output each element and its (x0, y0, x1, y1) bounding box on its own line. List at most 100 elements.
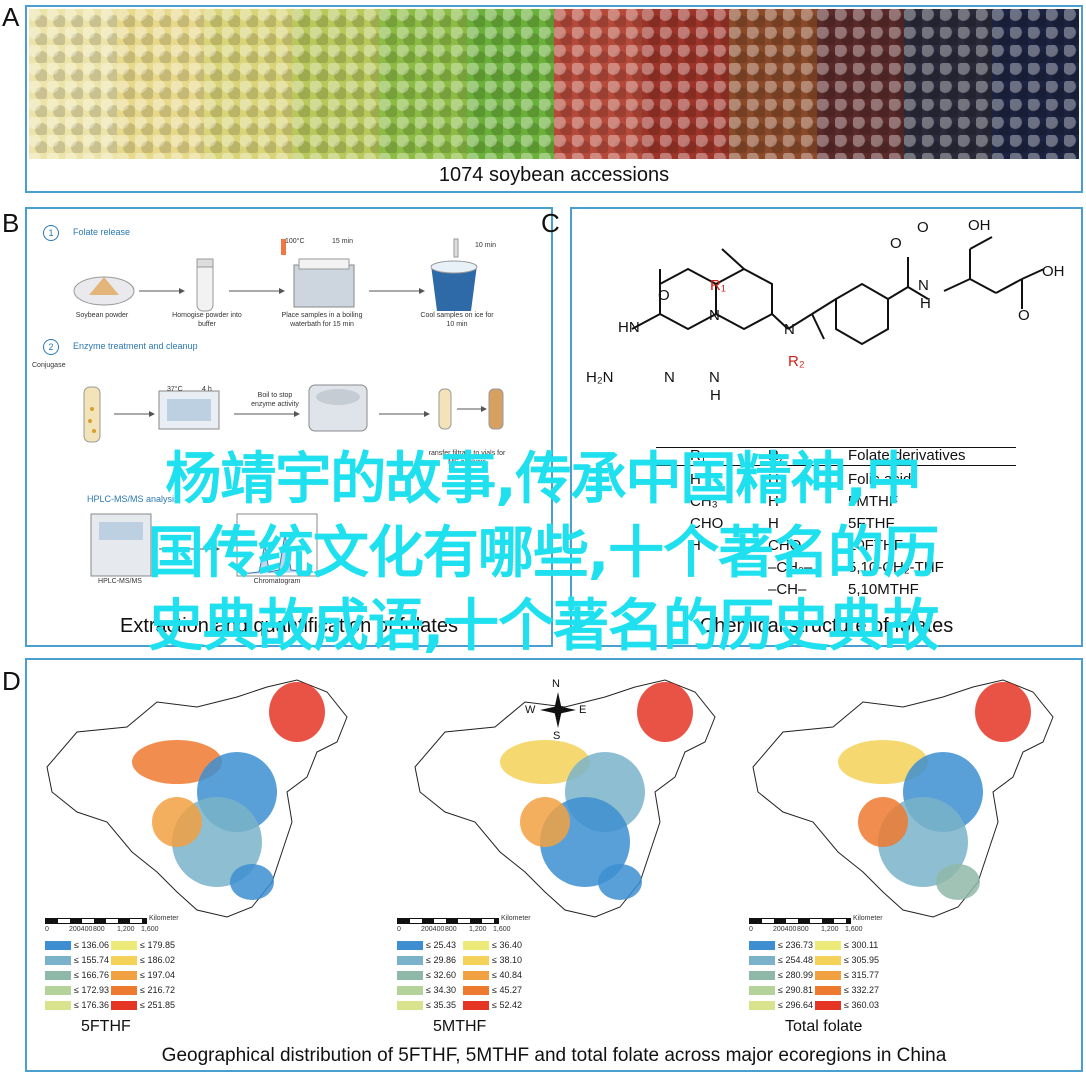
legend-item: ≤ 36.40 (463, 940, 522, 950)
table-cell: 5,10MTHF (848, 581, 919, 598)
bean-color-strip (466, 9, 554, 159)
panel-c-caption: Chemical structure of folates (699, 615, 954, 637)
overlay-line-3: 史典故成语,十个著名的历史典故 (147, 594, 939, 659)
legend-label: ≤ 280.99 (778, 970, 813, 980)
legend-item: ≤ 315.77 (815, 970, 879, 980)
scale-bar-tick: 1,600 (493, 926, 511, 933)
legend-item: ≤ 38.10 (463, 955, 522, 965)
china-map-3 (752, 679, 1054, 918)
legend-swatch (463, 970, 489, 980)
chromatogram-box (236, 513, 318, 577)
map-region (637, 682, 693, 742)
legend-label: ≤ 360.03 (844, 1000, 879, 1010)
map-title: Total folate (785, 1018, 863, 1035)
legend-swatch (815, 1000, 841, 1010)
table-cell: 5FTHF (848, 515, 895, 532)
legend-item: ≤ 360.03 (815, 1000, 879, 1010)
legend-item: ≤ 179.85 (111, 940, 175, 950)
legend-item: ≤ 166.76 (45, 970, 109, 980)
table-cell: CH₃ (690, 493, 718, 510)
panel-letter-b: B (2, 208, 20, 238)
bean-color-strip (904, 9, 992, 159)
legend-item: ≤ 254.48 (749, 955, 813, 965)
legend-swatch (463, 955, 489, 965)
legend-swatch (463, 940, 489, 950)
table-cell: H (768, 493, 779, 510)
legend-label: ≤ 296.64 (778, 1000, 813, 1010)
legend-swatch (749, 970, 775, 980)
legend-swatch (815, 985, 841, 995)
legend-label: ≤ 45.27 (492, 985, 522, 995)
step-1-time-label: 15 min (332, 238, 354, 245)
legend-item: ≤ 32.60 (397, 970, 456, 980)
legend-swatch (397, 955, 423, 965)
legend-item: ≤ 216.72 (111, 985, 175, 995)
legend-item: ≤ 35.35 (397, 1000, 456, 1010)
bean-color-strip (116, 9, 204, 159)
legend-label: ≤ 315.77 (844, 970, 879, 980)
scale-bar-tick: 1,200 (469, 926, 487, 933)
chromatogram-peaks (240, 533, 314, 575)
bean-color-strip (816, 9, 904, 159)
tube-icon (83, 386, 101, 443)
step-2-temp-label: 37°C (167, 386, 183, 393)
legend-swatch (463, 985, 489, 995)
bean-color-strip (29, 9, 117, 159)
legend-swatch (111, 1000, 137, 1010)
legend-swatch (45, 940, 71, 950)
legend-label: ≤ 186.02 (140, 955, 175, 965)
legend-label: ≤ 172.93 (74, 985, 109, 995)
table-cell: H (768, 515, 779, 532)
legend-label: ≤ 254.48 (778, 955, 813, 965)
scale-bar (749, 918, 851, 924)
step-2-item-2: Boil to stop enzyme activity (251, 392, 299, 408)
legend-item: ≤ 305.95 (815, 955, 879, 965)
atom-h-ring: H (710, 387, 721, 404)
legend-swatch (111, 940, 137, 950)
atom-o-carboxyl-1: O (917, 219, 929, 236)
table-cell: 10FTHF (848, 537, 904, 554)
bean-color-strip (554, 9, 642, 159)
map-title: 5MTHF (433, 1018, 487, 1035)
legend-item: ≤ 176.36 (45, 1000, 109, 1010)
legend-label: ≤ 35.35 (426, 1000, 456, 1010)
legend-swatch (111, 955, 137, 965)
legend-swatch (815, 955, 841, 965)
legend-swatch (749, 940, 775, 950)
atom-n-bridge: N (784, 321, 795, 338)
map-region (132, 740, 222, 784)
compass-north: N (552, 678, 560, 690)
map-region (858, 797, 908, 847)
map-region (269, 682, 325, 742)
legend-swatch (45, 970, 71, 980)
compass-rose-icon (540, 692, 576, 728)
legend-item: ≤ 45.27 (463, 985, 522, 995)
step-1-illustration (73, 238, 478, 312)
legend-swatch (397, 985, 423, 995)
map-region (936, 864, 980, 900)
step-2-item-3: ransfer filtrate to vials for MS analysi… (428, 450, 506, 466)
legend-label: ≤ 176.36 (74, 1000, 109, 1010)
compass-south: S (553, 730, 561, 742)
bean-color-strip (204, 9, 292, 159)
panel-c: H₂N HN O N N N H R₁ N R₂ O N H O OH OH O… (570, 207, 1083, 647)
legend-label: ≤ 197.04 (140, 970, 175, 980)
atom-h-amide: H (920, 295, 931, 312)
table-cell: CHO (768, 537, 802, 554)
vial-icon (488, 388, 504, 430)
step-1-item-4: Cool samples on ice for 10 min (420, 312, 494, 328)
legend-item: ≤ 186.02 (111, 955, 175, 965)
atom-h2n: H₂N (586, 369, 614, 386)
map-region (520, 797, 570, 847)
legend-swatch (749, 1000, 775, 1010)
atom-n-ring-1: N (664, 369, 675, 386)
legend-label: ≤ 251.85 (140, 1000, 175, 1010)
step-1-title: Folate release (73, 227, 131, 237)
legend-item: ≤ 136.06 (45, 940, 109, 950)
map-region (975, 682, 1031, 742)
table-cell: H (690, 537, 701, 554)
scale-bar-tick: 800 (445, 926, 457, 933)
map-region (230, 864, 274, 900)
map-region (838, 740, 928, 784)
legend-label: ≤ 136.06 (74, 940, 109, 950)
